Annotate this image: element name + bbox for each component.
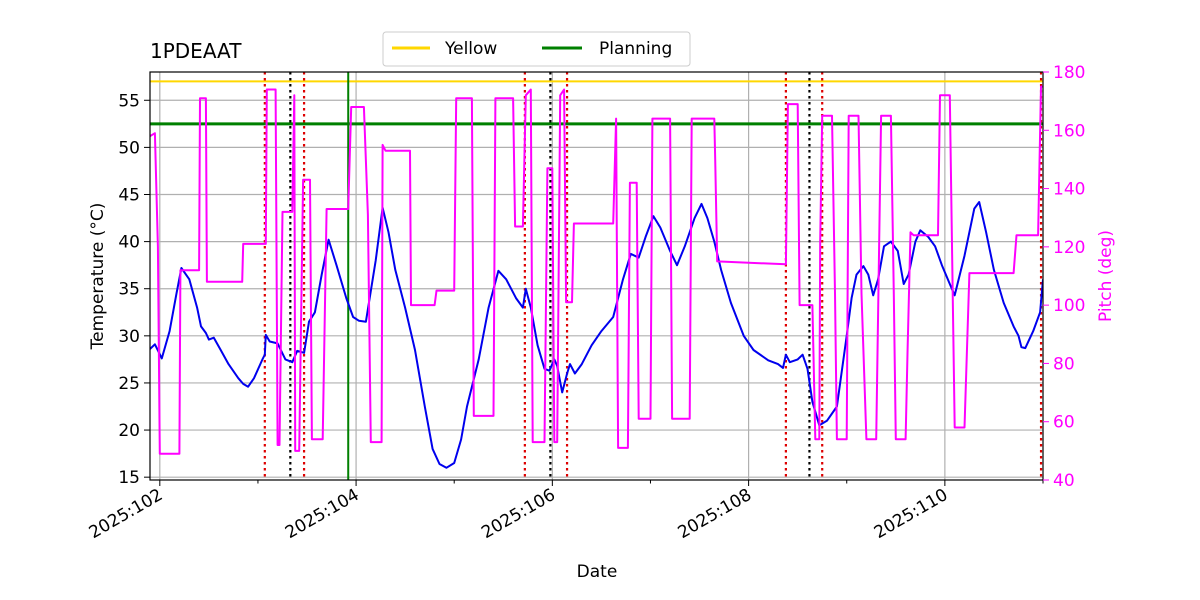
pitch-series-line xyxy=(150,85,1043,455)
y-right-tick-label-3: 100 xyxy=(1053,296,1085,316)
temperature-series-line xyxy=(150,201,1043,469)
y-left-tick-label-4: 35 xyxy=(118,280,140,300)
y-right-tick-label-0: 40 xyxy=(1053,471,1075,491)
y-left-tick-label-2: 25 xyxy=(118,374,140,394)
plot-area xyxy=(150,72,1043,480)
x-axis-label: Date xyxy=(577,562,618,582)
y-left-tick-label-7: 50 xyxy=(118,138,140,158)
y-right-tick-label-1: 60 xyxy=(1053,413,1075,433)
y-right-tick-label-6: 160 xyxy=(1053,121,1085,141)
y-right-tick-label-4: 120 xyxy=(1053,238,1085,258)
legend-label-planning: Planning xyxy=(599,39,672,59)
y-left-tick-label-6: 45 xyxy=(118,185,140,205)
legend: Yellow Planning xyxy=(382,31,691,67)
y-left-tick-label-0: 15 xyxy=(118,468,140,488)
y-left-tick-label-5: 40 xyxy=(118,233,140,253)
y-left-tick-label-8: 55 xyxy=(118,91,140,111)
y-right-tick-label-2: 80 xyxy=(1053,354,1075,374)
plot-frame xyxy=(149,71,1044,481)
legend-box xyxy=(382,31,691,67)
y-left-tick-label-3: 30 xyxy=(118,327,140,347)
y-right-tick-label-5: 140 xyxy=(1053,180,1085,200)
chart-title: 1PDEAAT xyxy=(150,39,242,63)
y-axis-right-label: Pitch (deg) xyxy=(1096,230,1116,322)
y-left-tick-label-1: 20 xyxy=(118,421,140,441)
y-right-tick-label-7: 180 xyxy=(1053,63,1085,83)
y-axis-right: 40 60 80 100 120 140 160 180 xyxy=(1043,63,1085,491)
y-axis-left: 15 20 25 30 35 40 45 50 55 xyxy=(118,91,150,488)
y-axis-left-label: Temperature (°C) xyxy=(88,203,108,351)
legend-label-yellow: Yellow xyxy=(444,39,497,59)
